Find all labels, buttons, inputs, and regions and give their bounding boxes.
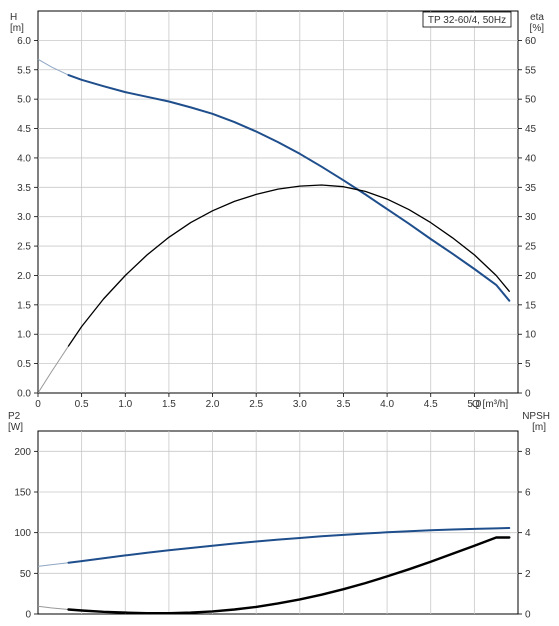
power-plot-curves xyxy=(37,527,511,615)
head-series-0-extrapolation xyxy=(37,58,69,76)
head-left-tick-label: 2.0 xyxy=(17,271,31,282)
flow-tick-label: 2.5 xyxy=(249,399,263,410)
npsh-axis-label: NPSH xyxy=(522,411,550,422)
flow-axis-label: Q [m³/h] xyxy=(472,399,508,410)
head-series-0-line xyxy=(67,74,511,302)
head-efficiency-panel: 0.00.51.01.52.02.53.03.54.04.55.05.56.0 … xyxy=(10,10,545,410)
power-right-tick-label: 6 xyxy=(525,488,531,499)
flow-tick-label: 1.5 xyxy=(162,399,176,410)
head-right-tick-label: 30 xyxy=(525,212,537,223)
head-right-tick-label: 5 xyxy=(525,359,531,370)
power-series-0-extrapolation xyxy=(37,562,69,567)
power-right-tick-label: 4 xyxy=(525,528,531,539)
head-left-tick-label: 2.5 xyxy=(17,242,31,253)
head-plot-curves xyxy=(37,58,511,394)
legend-box xyxy=(422,11,512,28)
efficiency-axis-ticks: 0 5 10 15 20 25 30 35 40 45 50 55 60 xyxy=(518,36,537,400)
head-left-tick-label: 1.5 xyxy=(17,300,31,311)
head-right-tick-label: 55 xyxy=(525,65,537,76)
head-left-tick-label: 5.5 xyxy=(17,65,31,76)
head-right-tick-label: 20 xyxy=(525,271,537,282)
chart-title: TP 32-60/4, 50Hz xyxy=(428,15,506,26)
flow-tick-label: 5.0 xyxy=(467,399,481,410)
head-series-1-line xyxy=(67,184,510,347)
power-plot-grid xyxy=(38,431,518,614)
head-left-tick-label: 6.0 xyxy=(17,36,31,47)
head-right-tick-label: 60 xyxy=(525,36,537,47)
power-series-1-extrapolation xyxy=(37,605,69,610)
head-left-tick-label: 0.5 xyxy=(17,359,31,370)
power-series-1-line xyxy=(67,536,511,615)
power-left-tick-label: 50 xyxy=(20,569,32,580)
head-left-tick-label: 5.0 xyxy=(17,95,31,106)
head-left-tick-label: 3.5 xyxy=(17,183,31,194)
flow-tick-label: 4.0 xyxy=(380,399,394,410)
efficiency-axis-unit: [%] xyxy=(530,23,545,34)
head-axis-ticks: 0.0 0.5 1.0 1.5 2.0 2.5 3.0 3.5 4.0 4.5 5.0 5.5 6.0 xyxy=(17,36,38,400)
flow-tick-label: 1.0 xyxy=(118,399,132,410)
power-axis-label: P2 xyxy=(8,411,21,422)
npsh-axis-unit: [m] xyxy=(532,422,546,433)
power-right-tick-label: 2 xyxy=(525,569,531,580)
power-series-0-line xyxy=(67,527,511,564)
head-right-tick-label: 35 xyxy=(525,183,537,194)
power-axis-ticks: 0 50 100 150 200 xyxy=(14,447,38,621)
head-right-tick-label: 40 xyxy=(525,153,537,164)
power-right-tick-label: 0 xyxy=(525,610,531,621)
power-left-tick-label: 200 xyxy=(14,447,31,458)
npsh-axis-ticks: 0 2 4 6 8 xyxy=(518,447,531,621)
flow-tick-label: 4.5 xyxy=(424,399,438,410)
head-plot-grid xyxy=(38,11,518,393)
head-left-tick-label: 4.5 xyxy=(17,124,31,135)
head-plot-frame xyxy=(37,10,519,394)
flow-tick-label: 0 xyxy=(35,399,41,410)
head-right-tick-label: 25 xyxy=(525,242,537,253)
head-right-tick-label: 50 xyxy=(525,95,537,106)
power-axis-unit: [W] xyxy=(8,422,23,433)
head-right-tick-label: 10 xyxy=(525,330,537,341)
power-npsh-panel: 0 50 100 150 200 0 2 4 6 8 P2 [W] NPSH [m] xyxy=(8,411,550,621)
efficiency-axis-label: eta xyxy=(530,12,544,23)
head-right-tick-label: 0 xyxy=(525,389,531,400)
flow-tick-label: 3.0 xyxy=(293,399,307,410)
head-axis-label: H xyxy=(10,12,17,23)
power-right-tick-label: 8 xyxy=(525,447,531,458)
head-right-tick-label: 45 xyxy=(525,124,537,135)
head-series-1-extrapolation xyxy=(37,345,69,394)
head-left-tick-label: 1.0 xyxy=(17,330,31,341)
power-plot-frame xyxy=(37,430,519,615)
head-right-tick-label: 15 xyxy=(525,300,537,311)
head-left-tick-label: 3.0 xyxy=(17,212,31,223)
power-left-tick-label: 0 xyxy=(25,610,31,621)
power-left-tick-label: 150 xyxy=(14,488,31,499)
head-left-tick-label: 4.0 xyxy=(17,153,31,164)
flow-tick-label: 3.5 xyxy=(337,399,351,410)
flow-axis-ticks: 0 0.5 1.0 1.5 2.0 2.5 3.0 3.5 4.0 4.5 5.0 xyxy=(35,393,482,410)
head-left-tick-label: 0.0 xyxy=(17,389,31,400)
flow-tick-label: 2.0 xyxy=(206,399,220,410)
flow-tick-label: 0.5 xyxy=(75,399,89,410)
power-left-tick-label: 100 xyxy=(14,528,31,539)
head-axis-unit: [m] xyxy=(10,23,24,34)
